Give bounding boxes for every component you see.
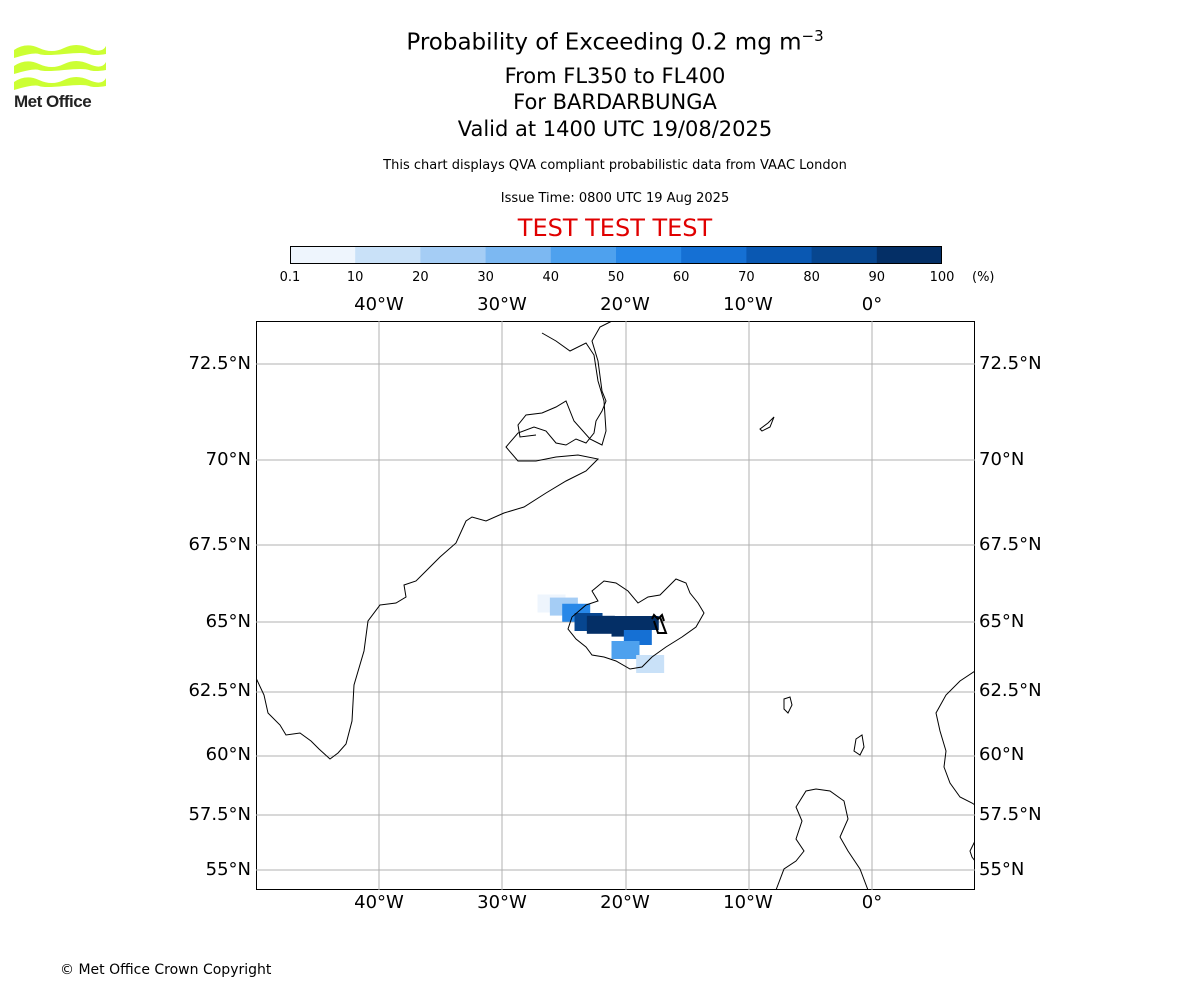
plume-cell [623,627,652,645]
lat-label: 72.5°N [979,353,1042,374]
lat-label: 67.5°N [188,534,251,555]
colorbar-tick-label: 30 [477,270,494,285]
coastlines [256,321,975,890]
colorbar-segment [550,246,617,264]
lon-label: 10°W [723,294,773,315]
map-canvas [256,321,975,890]
lat-label: 62.5°N [188,680,251,701]
lat-label: 70°N [205,449,251,470]
colorbar-tick-label: 90 [868,270,886,285]
lon-label: 20°W [600,294,650,315]
lat-label: 65°N [205,611,251,632]
lon-label: 40°W [354,294,404,315]
lat-label: 60°N [979,744,1025,765]
colorbar-tick-label: 100 [929,270,955,285]
colorbar-tick-label: 0.1 [279,270,301,285]
title-main: Probability of Exceeding 0.2 mg m [406,29,802,56]
lat-label: 65°N [979,611,1025,632]
lon-label: 20°W [600,892,650,913]
title-unit-exponent: −3 [801,27,824,45]
lat-label: 67.5°N [979,534,1042,555]
coastline-faroe [783,696,793,714]
coastline-iceland [567,578,705,670]
colorbar-segment [355,246,421,264]
lat-label: 57.5°N [979,804,1042,825]
lat-label: 70°N [979,449,1025,470]
coastline-norway [935,670,975,806]
colorbar-unit: (%) [972,270,995,285]
lon-label: 30°W [477,294,527,315]
colorbar-tick-label: 40 [542,270,560,285]
lat-label: 55°N [979,859,1025,880]
lon-label: 0° [861,892,883,913]
colorbar-tick-label: 80 [803,270,820,285]
colorbar-border [290,246,942,264]
coastline-shetland [853,734,865,756]
coastline-scotland [775,788,869,890]
lat-label: 62.5°N [979,680,1042,701]
copyright: © Met Office Crown Copyright [60,962,272,978]
lon-label: 30°W [477,892,527,913]
colorbar-segment [485,246,552,264]
lat-label: 60°N [205,744,251,765]
logo-text: Met Office [14,92,92,111]
plume-cell [636,655,665,673]
colorbar-segment [616,246,682,264]
colorbar-tick-label: 70 [738,270,755,285]
colorbar-segment [811,246,878,264]
coastline-greenland-fjords [517,332,607,446]
lat-label: 55°N [205,859,251,880]
colorbar-tick-label: 20 [412,270,429,285]
coastline-greenland [256,321,613,760]
plume-core [588,616,659,630]
plume-cell [611,641,640,659]
colorbar-tick-label: 50 [607,270,625,285]
lat-label: 57.5°N [188,804,251,825]
coastline-jan-mayen [759,416,775,432]
lon-label: 10°W [723,892,773,913]
colorbar-segment [290,246,356,264]
colorbar-segment [746,246,813,264]
colorbar-segment [420,246,487,264]
colorbar [290,246,942,264]
colorbar-tick-label: 60 [672,270,690,285]
issue-time: Issue Time: 0800 UTC 19 Aug 2025 [500,191,730,206]
valid-time: Valid at 1400 UTC 19/08/2025 [457,117,773,141]
volcano-icon [651,613,668,634]
flight-levels: From FL350 to FL400 [504,64,726,88]
chart-subtitle: This chart displays QVA compliant probab… [383,158,847,173]
chart-title: Probability of Exceeding 0.2 mg m−3 [0,27,1200,56]
colorbar-segment [681,246,747,264]
coastline-norway-south [969,840,975,862]
test-banner: TEST TEST TEST [517,214,713,242]
colorbar-tick-label: 10 [346,270,364,285]
lon-label: 40°W [354,892,404,913]
lon-label: 0° [861,294,883,315]
met-office-logo-icon [14,45,106,90]
lat-label: 72.5°N [188,353,251,374]
colorbar-segment [876,246,942,264]
volcano-name: For BARDARBUNGA [513,90,717,114]
